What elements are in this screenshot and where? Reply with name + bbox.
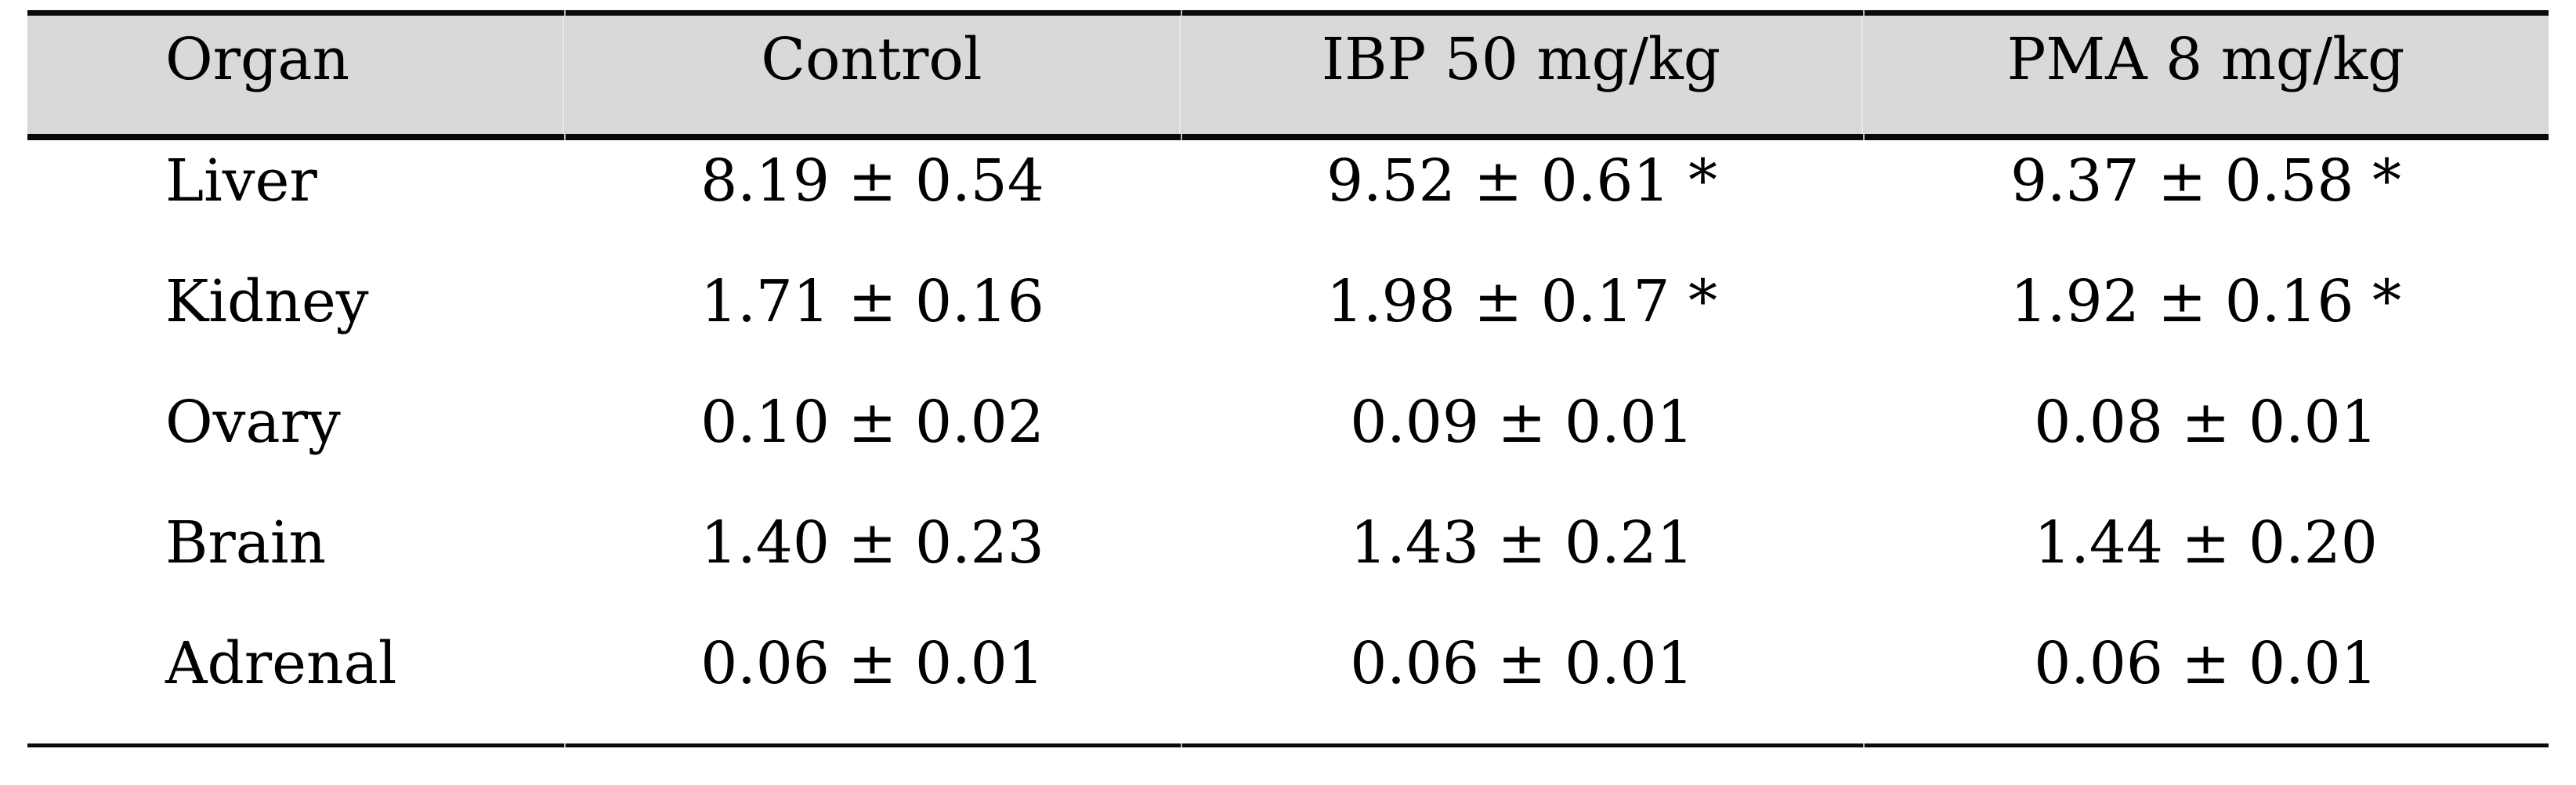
header-bottom-rule bbox=[27, 134, 2549, 140]
table-row-brain: Brain 1.40 ± 0.23 1.43 ± 0.21 1.44 ± 0.2… bbox=[27, 502, 2549, 623]
cell-kidney-pma: 1.92 ± 0.16 * bbox=[2010, 268, 2402, 335]
cell-kidney-control: 1.71 ± 0.16 bbox=[700, 268, 1044, 335]
column-header-ibp: IBP 50 mg/kg bbox=[1181, 16, 1863, 134]
table-top-rule bbox=[27, 10, 2549, 16]
table-header-row: Organ Control IBP 50 mg/kg PMA 8 mg/kg bbox=[27, 16, 2549, 134]
table-bottom-rule bbox=[27, 743, 2549, 747]
rule-gap bbox=[1181, 10, 1182, 16]
column-header-organ: Organ bbox=[27, 16, 564, 134]
rule-gap bbox=[1863, 134, 1865, 140]
cell-kidney-organ: Kidney bbox=[165, 268, 369, 335]
organ-weight-table: Organ Control IBP 50 mg/kg PMA 8 mg/kg L… bbox=[27, 10, 2549, 747]
cell-adrenal-organ: Adrenal bbox=[165, 630, 397, 697]
cell-ovary-ibp: 0.09 ± 0.01 bbox=[1350, 389, 1694, 456]
rule-gap bbox=[1863, 10, 1865, 16]
cell-ovary-pma: 0.08 ± 0.01 bbox=[2034, 389, 2378, 456]
rule-gap bbox=[564, 134, 566, 140]
rule-gap bbox=[564, 10, 566, 16]
column-header-control: Control bbox=[564, 16, 1181, 134]
rule-gap bbox=[564, 743, 566, 747]
table-row-kidney: Kidney 1.71 ± 0.16 1.98 ± 0.17 * 1.92 ± … bbox=[27, 261, 2549, 382]
rule-gap bbox=[1863, 743, 1865, 747]
cell-brain-ibp: 1.43 ± 0.21 bbox=[1350, 509, 1694, 577]
cell-adrenal-pma: 0.06 ± 0.01 bbox=[2034, 630, 2378, 697]
table-body: Liver 8.19 ± 0.54 9.52 ± 0.61 * 9.37 ± 0… bbox=[27, 140, 2549, 743]
table-row-ovary: Ovary 0.10 ± 0.02 0.09 ± 0.01 0.08 ± 0.0… bbox=[27, 382, 2549, 502]
rule-gap bbox=[1181, 134, 1182, 140]
rule-gap bbox=[1181, 743, 1182, 747]
cell-ovary-organ: Ovary bbox=[165, 389, 341, 456]
cell-liver-control: 8.19 ± 0.54 bbox=[700, 147, 1044, 215]
cell-liver-pma: 9.37 ± 0.58 * bbox=[2010, 147, 2402, 215]
cell-brain-control: 1.40 ± 0.23 bbox=[700, 509, 1044, 577]
cell-brain-pma: 1.44 ± 0.20 bbox=[2034, 509, 2378, 577]
cell-liver-organ: Liver bbox=[165, 147, 317, 215]
column-header-pma: PMA 8 mg/kg bbox=[2006, 26, 2405, 93]
cell-kidney-ibp: 1.98 ± 0.17 * bbox=[1326, 268, 1718, 335]
table-row-liver: Liver 8.19 ± 0.54 9.52 ± 0.61 * 9.37 ± 0… bbox=[27, 140, 2549, 261]
cell-brain-organ: Brain bbox=[165, 509, 327, 577]
table-row-adrenal: Adrenal 0.06 ± 0.01 0.06 ± 0.01 0.06 ± 0… bbox=[27, 623, 2549, 743]
cell-adrenal-ibp: 0.06 ± 0.01 bbox=[1350, 630, 1694, 697]
cell-adrenal-control: 0.06 ± 0.01 bbox=[700, 630, 1044, 697]
cell-ovary-control: 0.10 ± 0.02 bbox=[700, 389, 1044, 456]
cell-liver-ibp: 9.52 ± 0.61 * bbox=[1326, 147, 1718, 215]
